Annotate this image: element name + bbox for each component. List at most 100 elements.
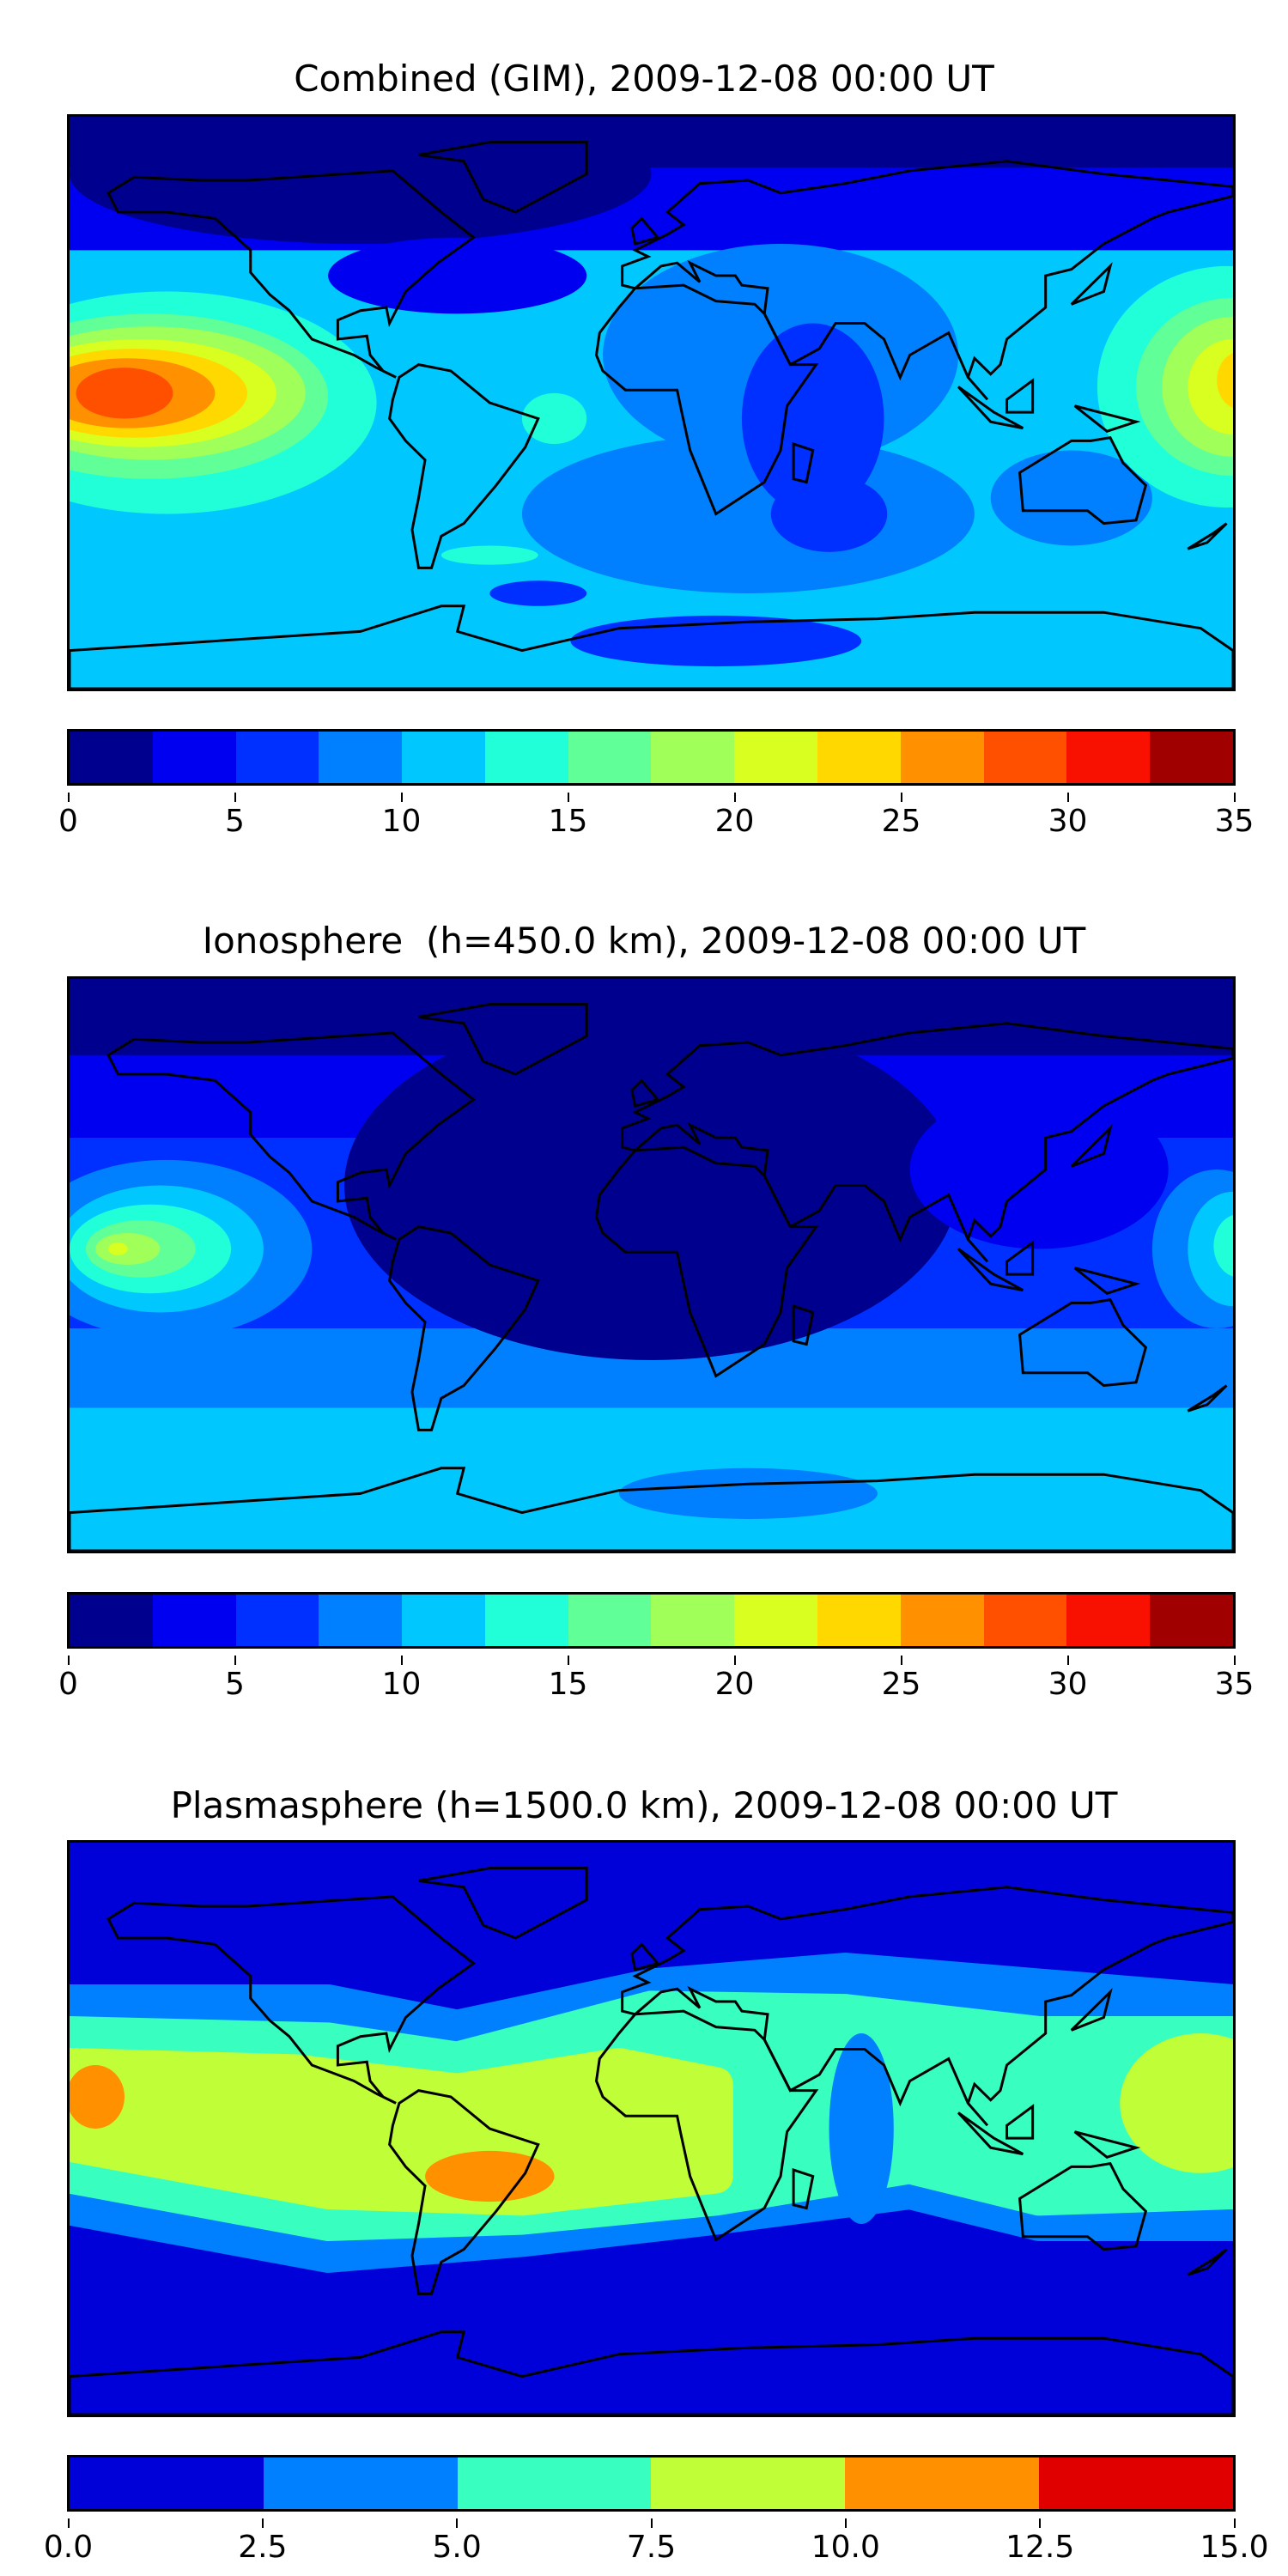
colorbar-segment: [70, 2458, 264, 2509]
coastline: [1073, 404, 1141, 433]
colorbar-tick-label: 10.0: [794, 2518, 897, 2565]
coastline: [1187, 1384, 1228, 1413]
colorbar-tick-label: 0.0: [17, 2518, 120, 2565]
contour-region: [1188, 1191, 1233, 1307]
coastline: [1018, 2162, 1148, 2251]
colorbar-tick-label: 15: [517, 1656, 620, 1702]
colorbar-segment: [651, 2458, 846, 2509]
colorbar-segment: [484, 732, 568, 783]
colorbar-segment: [319, 1595, 403, 1646]
contour-region: [108, 1242, 128, 1255]
coastline: [388, 363, 540, 569]
coastline: [418, 1867, 588, 1940]
coastline: [70, 605, 1233, 689]
contour-region: [1120, 2033, 1233, 2173]
coastline: [1070, 262, 1113, 306]
colorbar-segment: [1066, 732, 1151, 783]
colorbar: [67, 2455, 1236, 2512]
coastline: [792, 2168, 815, 2210]
colorbar-segment: [845, 2458, 1040, 2509]
coastline: [630, 1942, 660, 1971]
colorbar-segment: [402, 1595, 485, 1646]
colorbar-segment: [900, 732, 984, 783]
contour-region: [741, 323, 884, 514]
coastline: [1073, 2130, 1141, 2159]
colorbar-tick-label: 5: [184, 1656, 287, 1702]
colorbar-segment: [70, 732, 153, 783]
coastline: [106, 1031, 476, 1241]
colorbar-segment: [1150, 1595, 1233, 1646]
colorbar-segment: [568, 1595, 652, 1646]
contour-region: [328, 237, 587, 314]
coastline: [630, 1078, 660, 1108]
contour-region: [70, 117, 1233, 168]
coastline: [621, 1022, 1233, 1263]
chart-title: Ionosphere (h=450.0 km), 2009-12-08 00:0…: [202, 920, 1086, 962]
colorbar: [67, 1592, 1236, 1649]
coastline: [106, 1895, 476, 2105]
chart-title: Combined (GIM), 2009-12-08 00:00 UT: [294, 58, 994, 100]
colorbar-tick-label: 0: [17, 1656, 120, 1702]
coastline: [957, 386, 1024, 430]
coastline: [1005, 378, 1035, 414]
coastline: [1005, 1240, 1035, 1276]
colorbar-tick-label: 35: [1183, 793, 1286, 839]
colorbar-segment: [235, 732, 319, 783]
coastline: [792, 442, 815, 484]
colorbar-segment: [457, 2458, 652, 2509]
coastline: [1187, 522, 1228, 550]
coastline: [70, 2330, 1233, 2415]
coastline: [106, 169, 476, 379]
colorbar-segment: [1150, 732, 1233, 783]
colorbar-segment: [263, 2458, 458, 2509]
contour-region: [70, 2065, 125, 2129]
colorbar-tick-label: 2.5: [211, 2518, 314, 2565]
coastline: [1005, 2104, 1035, 2140]
colorbar-segment: [70, 1595, 153, 1646]
contour-map: [70, 979, 1233, 1551]
colorbar-segment: [983, 1595, 1067, 1646]
colorbar-tick-label: 25: [850, 1656, 953, 1702]
coastline: [418, 141, 588, 214]
colorbar-tick-label: 30: [1017, 1656, 1120, 1702]
coastline: [957, 1248, 1024, 1292]
contour-region: [618, 1467, 878, 1519]
colorbar-tick-label: 7.5: [600, 2518, 703, 2565]
chart-title: Plasmasphere (h=1500.0 km), 2009-12-08 0…: [170, 1784, 1118, 1826]
coastline: [957, 2111, 1024, 2156]
coastline: [1018, 436, 1148, 526]
colorbar-tick-label: 30: [1017, 793, 1120, 839]
colorbar-tick-label: 15.0: [1183, 2518, 1286, 2565]
map-plot: [67, 114, 1236, 691]
colorbar-tick-label: 5: [184, 793, 287, 839]
contour-region: [95, 1233, 161, 1265]
colorbar-segment: [900, 1595, 984, 1646]
contour-region: [425, 2150, 555, 2202]
colorbar-segment: [651, 1595, 735, 1646]
colorbar-segment: [734, 1595, 818, 1646]
contour-region: [770, 476, 888, 552]
colorbar-tick-label: 10: [350, 793, 453, 839]
colorbar-segment: [152, 1595, 236, 1646]
contour-region: [76, 368, 173, 419]
contour-region: [521, 392, 587, 445]
colorbar-segment: [319, 732, 403, 783]
colorbar-tick-label: 0: [17, 793, 120, 839]
coastline: [594, 2009, 819, 2242]
colorbar-segment: [402, 732, 485, 783]
colorbar-segment: [484, 1595, 568, 1646]
coastline: [1070, 1988, 1113, 2032]
coastline: [792, 1304, 815, 1346]
contour-region: [489, 580, 587, 606]
coastline: [621, 160, 1233, 401]
coastline: [388, 2089, 540, 2295]
colorbar-segment: [235, 1595, 319, 1646]
coastline: [418, 1003, 588, 1076]
colorbar-tick-label: 15: [517, 793, 620, 839]
coastline: [1073, 1267, 1141, 1295]
contour-map: [70, 1843, 1233, 2415]
colorbar-tick-label: 10: [350, 1656, 453, 1702]
colorbar-segment: [983, 732, 1067, 783]
contour-region: [440, 545, 538, 565]
coastline: [70, 1467, 1233, 1551]
